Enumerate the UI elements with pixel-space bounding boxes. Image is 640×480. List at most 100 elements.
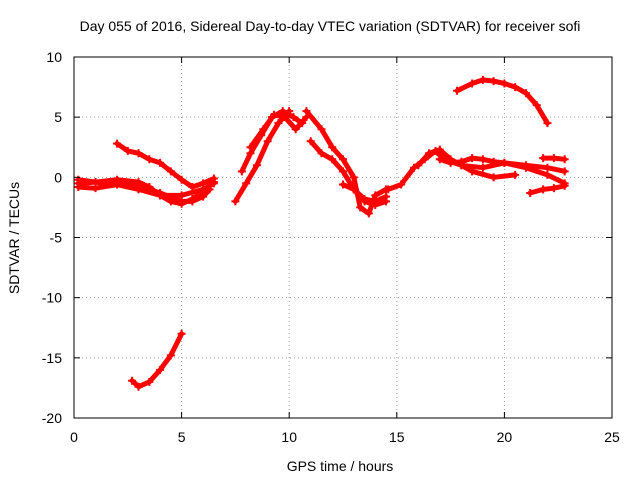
x-tick-label: 25 [604, 429, 620, 445]
data-point [209, 174, 218, 183]
data-point [489, 77, 498, 86]
data-point [539, 185, 548, 194]
data-point [435, 155, 444, 164]
series-track-3 [74, 175, 218, 200]
data-point [360, 194, 369, 203]
data-point [231, 197, 240, 206]
data-point [500, 79, 509, 88]
y-tick-label: -5 [50, 230, 63, 246]
data-point [384, 185, 393, 194]
y-tick-label: 10 [46, 49, 62, 65]
data-point [134, 149, 143, 158]
data-point [414, 161, 423, 170]
series-track-15 [453, 75, 552, 128]
series-line [248, 112, 309, 150]
data-point [177, 191, 186, 200]
data-point [532, 101, 541, 110]
data-point [397, 180, 406, 189]
series-line [303, 108, 389, 216]
data-point [156, 365, 165, 374]
grid [74, 57, 612, 418]
data-point [317, 125, 326, 134]
data-point [242, 179, 251, 188]
data-point [500, 158, 509, 167]
data-point [252, 161, 261, 170]
x-tick-label: 10 [281, 429, 297, 445]
data-point [263, 137, 272, 146]
data-point [156, 158, 165, 167]
data-point [349, 173, 358, 182]
y-tick-label: 5 [54, 109, 62, 125]
data-point [278, 107, 287, 116]
data-point [177, 175, 186, 184]
data-point [91, 178, 100, 187]
y-tick-label: -15 [42, 350, 62, 366]
data-point [328, 155, 337, 164]
y-tick-label: -20 [42, 410, 62, 426]
data-point [382, 192, 391, 201]
data-point [113, 139, 122, 148]
data-point [511, 83, 520, 92]
series-line [437, 155, 568, 186]
data-point [128, 376, 137, 385]
data-point [549, 184, 558, 193]
data-point [113, 180, 122, 189]
data-point [328, 143, 337, 152]
data-point [289, 113, 298, 122]
data-point [560, 167, 569, 176]
data-point [188, 182, 197, 191]
data-point [468, 79, 477, 88]
series-track-17 [539, 154, 569, 164]
data-point [270, 110, 279, 119]
x-tick-label: 0 [70, 429, 78, 445]
data-point [356, 203, 365, 212]
data-point [543, 119, 552, 128]
series-track-16 [526, 181, 569, 197]
series-track-5 [128, 329, 186, 391]
data-point [199, 192, 208, 201]
data-point [188, 197, 197, 206]
data-point [521, 89, 530, 98]
data-point [177, 329, 186, 338]
data-point [543, 170, 552, 179]
data-point [123, 146, 132, 155]
data-point [435, 145, 444, 154]
data-point [306, 137, 315, 146]
data-point [134, 382, 143, 391]
data-point [166, 167, 175, 176]
data-point [478, 163, 487, 172]
x-tick-label: 20 [497, 429, 513, 445]
data-point [371, 197, 380, 206]
data-point [145, 377, 154, 386]
series-line [114, 141, 217, 190]
data-point [274, 119, 283, 128]
data-point [237, 167, 246, 176]
data-point [291, 125, 300, 134]
data-point [166, 351, 175, 360]
data-point [560, 155, 569, 164]
data-point [549, 154, 558, 163]
data-point [410, 163, 419, 172]
x-tick-label: 5 [178, 429, 186, 445]
data-point [543, 163, 552, 172]
data-point [468, 154, 477, 163]
data-point [246, 143, 255, 152]
series-line [232, 108, 292, 204]
data-point [364, 209, 373, 218]
data-point [145, 155, 154, 164]
data-point [259, 125, 268, 134]
data-point [339, 167, 347, 176]
series-track-4 [113, 139, 218, 191]
chart-title: Day 055 of 2016, Sidereal Day-to-day VTE… [80, 18, 581, 34]
data-point [468, 167, 477, 176]
y-tick-label: 0 [54, 169, 62, 185]
x-tick-label: 15 [389, 429, 405, 445]
data-point [317, 149, 326, 158]
y-tick-label: -10 [42, 290, 62, 306]
data-point [349, 185, 358, 194]
series-track-6 [231, 107, 294, 206]
data-point [280, 113, 289, 122]
series-track-13 [414, 145, 520, 182]
axis-ticks: 0 5 10 15 20 25 -20 -15 -10 -5 0 5 10 [42, 49, 620, 445]
